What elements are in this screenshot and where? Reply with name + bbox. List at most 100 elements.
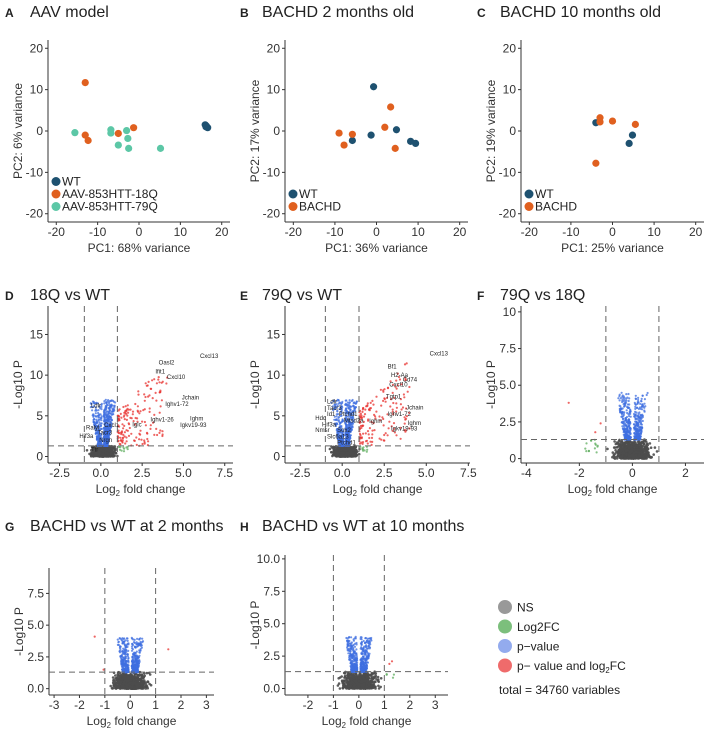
- volcano-point-ns: [616, 442, 619, 446]
- y-tick-label: 5: [273, 409, 280, 423]
- volcano-point-both: [161, 430, 164, 433]
- volcano-point-both: [122, 427, 125, 430]
- volcano-point-pval: [103, 444, 107, 447]
- volcano-point-ns: [625, 440, 629, 443]
- volcano-point-ns: [646, 443, 649, 447]
- volcano-point-both: [379, 388, 382, 391]
- volcano-point-ns: [354, 446, 357, 449]
- panel-title: 79Q vs WT: [262, 287, 342, 304]
- volcano-point-ns: [349, 451, 353, 455]
- volcano-point-both: [139, 433, 142, 436]
- y-tick-label: 10: [267, 368, 281, 382]
- volcano-point-both: [382, 424, 385, 427]
- legend-label: BACHD: [299, 200, 341, 214]
- data-point: [625, 139, 633, 148]
- volcano-point-both: [366, 430, 370, 433]
- volcano-point-both: [123, 411, 126, 414]
- volcano-point-pval: [104, 411, 107, 414]
- volcano-point-pval: [352, 405, 355, 408]
- volcano-point-fc: [366, 448, 369, 451]
- x-tick-label: 0: [609, 225, 616, 239]
- data-point: [84, 136, 92, 145]
- volcano-point-pval: [634, 397, 637, 400]
- gene-label: Sox2: [337, 428, 351, 434]
- x-axis-label: Log2 fold change: [333, 482, 423, 498]
- volcano-point-pval: [355, 400, 358, 403]
- legend-label: AAV-853HTT-79Q: [62, 200, 158, 214]
- volcano-point-pval: [628, 397, 631, 400]
- volcano-point-both: [371, 433, 374, 436]
- volcano-point-both: [383, 388, 386, 391]
- volcano-point-ns: [653, 446, 657, 449]
- volcano-point-pval: [93, 418, 96, 421]
- gene-label: Jchain: [182, 396, 199, 402]
- y-axis-label: PC2: 19% variance: [484, 79, 498, 182]
- volcano-point-both: [159, 405, 162, 408]
- y-tick-label: 10: [503, 83, 517, 97]
- volcano-point-pval: [97, 414, 100, 417]
- volcano-point-pval: [645, 393, 648, 397]
- volcano-point-ns: [92, 455, 95, 458]
- volcano-point-both: [367, 408, 371, 411]
- volcano-point-both: [378, 415, 381, 418]
- y-tick-label: 0: [36, 124, 43, 138]
- volcano-point-both: [361, 410, 364, 413]
- y-tick-label: -10: [26, 165, 44, 179]
- data-point: [596, 118, 604, 126]
- volcano-point-both: [134, 416, 137, 420]
- volcano-point-pval: [103, 402, 106, 405]
- volcano-point-both: [388, 420, 391, 423]
- volcano-point-pval: [636, 400, 639, 404]
- x-tick-label: 10: [174, 225, 188, 239]
- volcano-point-both: [362, 424, 365, 427]
- volcano-point-pval: [335, 415, 338, 418]
- volcano-point-both: [148, 410, 151, 413]
- volcano-point-pval: [344, 399, 347, 402]
- volcano-point-pval: [95, 418, 98, 421]
- y-tick-label: 0: [273, 449, 280, 463]
- volcano-point-ns: [627, 442, 630, 446]
- volcano-point-pval: [106, 414, 109, 417]
- volcano-point-fc: [361, 448, 364, 451]
- volcano-point-pval: [619, 397, 623, 400]
- volcano-point-pval: [104, 420, 108, 423]
- y-tick-label: 10: [267, 83, 281, 97]
- x-tick-label: 0: [136, 225, 143, 239]
- volcano-point-pval: [97, 423, 101, 426]
- gene-label: Igkv19-93: [391, 426, 418, 432]
- volcano-point-ns: [652, 453, 655, 456]
- x-tick-label: 20: [689, 225, 703, 239]
- gene-label: Id1: [327, 412, 336, 418]
- volcano-point-both: [149, 427, 152, 430]
- legend-label: WT: [535, 187, 554, 201]
- volcano-point-both: [403, 396, 406, 399]
- volcano-point-fc: [118, 448, 122, 451]
- volcano-point-both: [366, 405, 369, 408]
- volcano-point-both: [386, 434, 389, 437]
- data-point: [156, 144, 165, 152]
- volcano-point-pval: [633, 423, 636, 426]
- volcano-point-both: [129, 416, 132, 419]
- volcano-point-pval: [98, 421, 101, 424]
- legend-label: WT: [299, 187, 318, 201]
- x-tick-label: 0: [373, 225, 380, 239]
- volcano-point-both: [123, 424, 126, 427]
- panel-label: D: [5, 289, 14, 303]
- data-point: [114, 129, 122, 138]
- gene-label: Hif3a: [79, 434, 94, 440]
- y-tick-label: -20: [263, 207, 281, 221]
- volcano-point-ns: [107, 447, 111, 451]
- volcano-point-both: [127, 434, 131, 437]
- volcano-point-pval: [97, 434, 100, 437]
- volcano-point-pval: [96, 431, 100, 434]
- x-tick-label: -2.5: [49, 466, 70, 480]
- volcano-point-ns: [634, 453, 638, 457]
- y-tick-label: 0: [36, 449, 43, 463]
- volcano-point-both: [403, 363, 407, 366]
- gene-label: Ighm: [190, 417, 203, 423]
- volcano-point-pval: [108, 409, 112, 412]
- data-point: [107, 129, 115, 137]
- volcano-point-pval: [348, 437, 351, 440]
- y-tick-label: 20: [267, 41, 281, 55]
- volcano-point-pval: [94, 427, 97, 430]
